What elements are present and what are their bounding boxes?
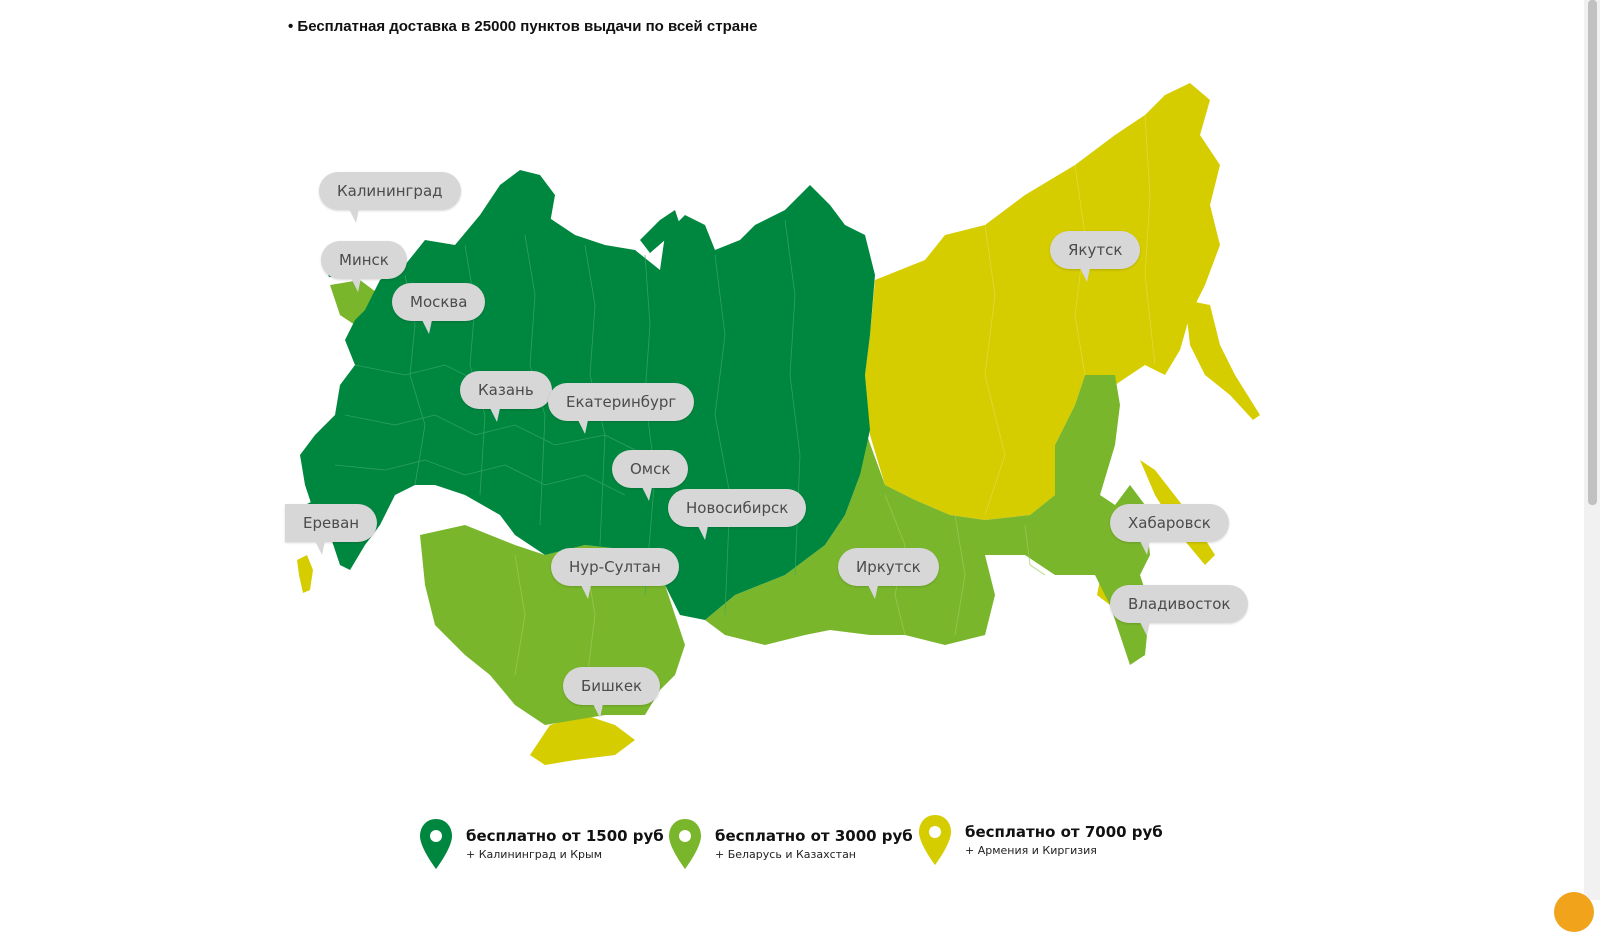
legend-title: бесплатно от 1500 руб bbox=[466, 827, 664, 845]
city-label-minsk[interactable]: Минск bbox=[321, 241, 407, 292]
city-label-moscow[interactable]: Москва bbox=[392, 283, 486, 334]
map-pin-icon bbox=[669, 819, 701, 869]
region-novaya-zemlya-zone1 bbox=[640, 210, 680, 253]
legend-subtitle: + Калининград и Крым bbox=[466, 848, 603, 861]
city-label-yerevan[interactable]: Ереван bbox=[285, 504, 378, 555]
city-label-vladivostok[interactable]: Владивосток bbox=[1110, 585, 1249, 636]
city-label-kazan[interactable]: Казань bbox=[460, 371, 552, 422]
city-label-irkutsk[interactable]: Иркутск bbox=[838, 548, 939, 599]
region-kamchatka-zone3 bbox=[1185, 300, 1260, 420]
map-pin-icon bbox=[420, 819, 452, 869]
city-label-kaliningrad[interactable]: Калининград bbox=[319, 172, 461, 223]
page-scrollbar[interactable] bbox=[1584, 0, 1600, 900]
city-label-omsk[interactable]: Омск bbox=[612, 450, 689, 501]
map-pin-icon bbox=[919, 815, 951, 865]
city-label-yekaterinburg[interactable]: Екатеринбург bbox=[548, 383, 695, 434]
region-yakutia-zone3 bbox=[865, 83, 1220, 520]
region-east-siberia-zone2 bbox=[705, 375, 1150, 665]
legend-title: бесплатно от 3000 руб bbox=[715, 827, 913, 845]
region-kyrgyzstan-zone3 bbox=[530, 715, 635, 765]
city-label-yakutsk[interactable]: Якутск bbox=[1050, 231, 1141, 282]
chat-widget-button[interactable] bbox=[1554, 892, 1594, 932]
legend-subtitle: + Армения и Киргизия bbox=[965, 844, 1097, 857]
city-label-khabarovsk[interactable]: Хабаровск bbox=[1110, 504, 1229, 555]
delivery-headline: • Бесплатная доставка в 25000 пунктов вы… bbox=[288, 18, 758, 35]
legend-subtitle: + Беларусь и Казахстан bbox=[715, 848, 857, 861]
legend-title: бесплатно от 7000 руб bbox=[965, 823, 1163, 841]
scrollbar-thumb[interactable] bbox=[1588, 0, 1597, 505]
city-label-nur-sultan[interactable]: Нур-Султан bbox=[551, 548, 679, 599]
region-kola-peninsula-zone1 bbox=[500, 170, 555, 245]
city-label-novosibirsk[interactable]: Новосибирск bbox=[668, 489, 807, 540]
city-label-bishkek[interactable]: Бишкек bbox=[563, 667, 661, 718]
region-armenia-zone3 bbox=[297, 555, 313, 593]
